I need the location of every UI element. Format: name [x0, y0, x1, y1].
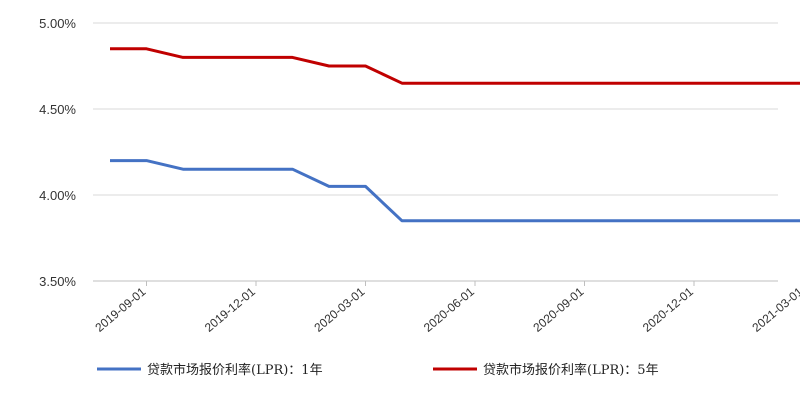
- series-lines: [110, 47, 800, 223]
- x-tick-label: 2019-09-01: [92, 284, 148, 334]
- y-tick-label: 4.00%: [39, 188, 76, 203]
- series-line-1y: [110, 159, 800, 223]
- gridlines: [93, 22, 778, 196]
- legend-label: 贷款市场报价利率(LPR)：1年: [147, 362, 323, 378]
- y-tick-label: 3.50%: [39, 274, 76, 289]
- axes: [93, 280, 778, 286]
- legend: 贷款市场报价利率(LPR)：1年 贷款市场报价利率(LPR)：5年: [97, 362, 659, 378]
- x-tick-labels: 2019-09-01 2019-12-01 2020-03-01 2020-06-01…: [92, 284, 800, 334]
- x-tick-label: 2021-03-01: [749, 284, 800, 334]
- y-tick-label: 4.50%: [39, 102, 76, 117]
- x-tick-label: 2020-06-01: [421, 284, 477, 334]
- series-line-5y: [110, 47, 800, 85]
- x-tick-label: 2019-12-01: [202, 284, 258, 334]
- legend-label: 贷款市场报价利率(LPR)：5年: [483, 362, 659, 378]
- x-tick-label: 2020-09-01: [530, 284, 586, 334]
- x-tick-label: 2020-12-01: [640, 284, 696, 334]
- y-tick-label: 5.00%: [39, 16, 76, 31]
- y-tick-labels: 5.00% 4.50% 4.00% 3.50%: [39, 16, 76, 289]
- x-tick-label: 2020-03-01: [311, 284, 367, 334]
